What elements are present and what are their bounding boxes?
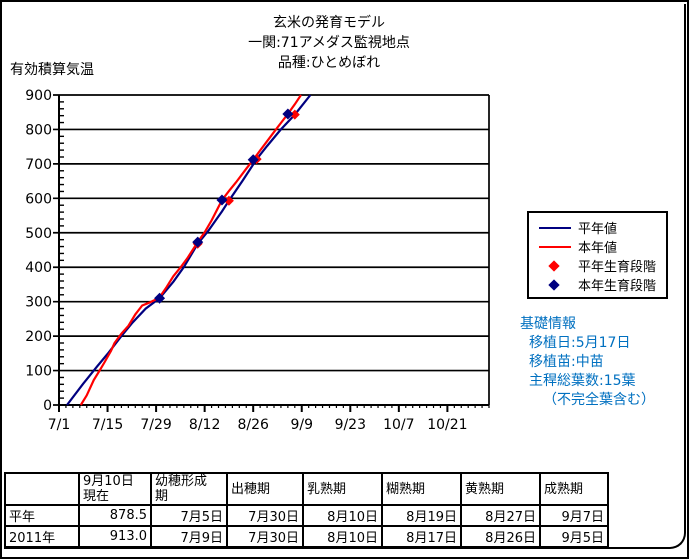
legend-label: 平年値	[578, 222, 618, 237]
header-corner	[4, 472, 80, 506]
svg-text:600: 600	[25, 191, 52, 207]
header-maturity-stage: 成熟期	[539, 472, 609, 506]
svg-text:8/12: 8/12	[189, 417, 220, 433]
current-year-stage-markers	[154, 108, 294, 304]
legend-label: 本年値	[578, 241, 618, 256]
header-dough-stage: 糊熟期	[381, 472, 462, 506]
normal-year-line	[66, 94, 312, 406]
row-label-normal-year: 平年	[4, 504, 80, 527]
legend-label: 本年生育段階	[578, 279, 657, 294]
cell-value: 8月10日	[302, 504, 383, 527]
svg-text:9/23: 9/23	[335, 417, 366, 433]
cell-value: 7月9日	[150, 525, 228, 548]
cell-value: 9月5日	[539, 525, 609, 548]
svg-text:10/7: 10/7	[383, 417, 414, 433]
x-minor-ticks	[65, 405, 490, 408]
chart-legend: 平年値 本年値 平年生育段階 本年生育段階	[527, 211, 668, 299]
y-axis-title: 有効積算気温	[10, 62, 94, 78]
current-year-line-icon	[539, 245, 571, 248]
svg-text:900: 900	[25, 88, 52, 104]
svg-text:7/1: 7/1	[48, 417, 71, 433]
legend-sample	[536, 245, 578, 248]
svg-text:9/9: 9/9	[290, 417, 313, 433]
cell-value: 8月10日	[302, 525, 383, 548]
header-milk-stage: 乳熟期	[302, 472, 383, 506]
legend-item-current-stage: 本年生育段階	[536, 275, 666, 294]
svg-text:7/15: 7/15	[92, 417, 123, 433]
cell-value: 8月26日	[460, 525, 541, 548]
svg-text:100: 100	[25, 364, 52, 380]
gridlines-and-y-ticks	[53, 94, 489, 406]
cell-value: 913.0	[78, 525, 152, 548]
growth-line-chart: 0 100 200 300 400 500 600 700 800 900 7/1 7/15 7/29 8…	[25, 88, 490, 433]
chart-subtitle-variety: 品種:ひとめぼれ	[277, 55, 381, 71]
legend-sample	[536, 278, 578, 291]
svg-text:800: 800	[25, 122, 52, 138]
red-diamond-icon	[548, 259, 560, 272]
axes	[58, 95, 490, 406]
svg-text:400: 400	[25, 260, 52, 276]
legend-sample	[536, 226, 578, 229]
row-label-2011: 2011年	[4, 525, 80, 548]
svg-text:500: 500	[25, 226, 52, 242]
svg-text:200: 200	[25, 329, 52, 345]
cell-value: 8月27日	[460, 504, 541, 527]
svg-text:700: 700	[25, 157, 52, 173]
svg-text:8/26: 8/26	[237, 417, 269, 433]
x-tick-labels: 7/1 7/15 7/29 8/12 8/26 9/9 9/23 10/7 10/21	[48, 417, 468, 433]
navy-diamond-icon	[548, 278, 560, 291]
legend-item-normal-line: 平年値	[536, 218, 666, 237]
legend-sample	[536, 259, 578, 272]
cell-value: 9月7日	[539, 504, 609, 527]
header-yellow-ripe-stage: 黄熟期	[460, 472, 541, 506]
current-year-line	[79, 94, 302, 406]
cell-value: 878.5	[78, 504, 152, 527]
table-header-row: 9月10日 現在 幼穂形成 期 出穂期 乳熟期 糊熟期 黄熟期 成熟期	[4, 472, 609, 506]
header-heading-stage: 出穂期	[226, 472, 304, 506]
basic-info-block: 基礎情報 移植日:5月17日 移植苗:中苗 主稈総葉数:15葉 （不完全葉含む）	[520, 315, 655, 410]
svg-text:10/21: 10/21	[427, 417, 467, 433]
info-leaf-count: 主稈総葉数:15葉	[529, 373, 636, 389]
chart-title-block: 玄米の発育モデル 一関:71アメダス監視地点 品種:ひとめぼれ	[129, 13, 529, 73]
chart-title: 玄米の発育モデル	[273, 15, 385, 31]
legend-item-current-line: 本年値	[536, 237, 666, 256]
info-transplant-date: 移植日:5月17日	[529, 335, 631, 351]
legend-item-normal-stage: 平年生育段階	[536, 256, 666, 275]
svg-text:0: 0	[43, 398, 52, 414]
header-panicle-formation: 幼穂形成 期	[150, 472, 228, 506]
table-row: 2011年 913.0 7月9日 7月30日 8月10日 8月17日 8月26日…	[4, 525, 609, 548]
y-tick-labels: 0 100 200 300 400 500 600 700 800 900	[25, 88, 52, 414]
svg-text:7/29: 7/29	[140, 417, 171, 433]
basic-info-heading: 基礎情報	[520, 316, 576, 332]
header-accumulated-temp: 9月10日 現在	[78, 472, 152, 506]
x-major-ticks	[58, 405, 449, 412]
legend-label: 平年生育段階	[578, 260, 657, 275]
growth-stage-table: 9月10日 現在 幼穂形成 期 出穂期 乳熟期 糊熟期 黄熟期 成熟期 平年 8…	[4, 472, 609, 548]
cell-value: 7月30日	[226, 504, 304, 527]
svg-text:300: 300	[25, 295, 52, 311]
chart-subtitle-location: 一関:71アメダス監視地点	[248, 35, 410, 51]
cell-value: 8月19日	[381, 504, 462, 527]
info-seedling-type: 移植苗:中苗	[529, 354, 604, 370]
cell-value: 8月17日	[381, 525, 462, 548]
info-leaf-note: （不完全葉含む）	[543, 392, 655, 408]
table-row: 平年 878.5 7月5日 7月30日 8月10日 8月19日 8月27日 9月…	[4, 504, 609, 527]
normal-year-line-icon	[539, 226, 571, 229]
cell-value: 7月5日	[150, 504, 228, 527]
cell-value: 7月30日	[226, 525, 304, 548]
